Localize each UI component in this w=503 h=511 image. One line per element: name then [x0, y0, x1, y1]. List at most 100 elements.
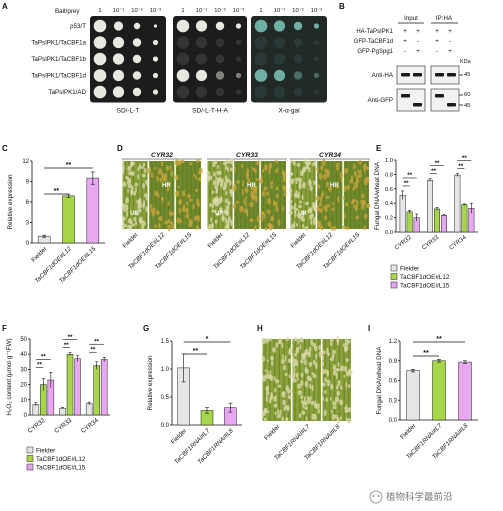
lesion-spot — [264, 417, 267, 422]
leaf-photo — [317, 161, 343, 229]
lesion-spot — [145, 196, 149, 201]
colony-spot — [152, 39, 159, 46]
lesion-spot — [347, 339, 351, 344]
lesion-spot — [293, 353, 297, 357]
lesion-spot — [196, 159, 200, 163]
colony-spot — [153, 24, 158, 28]
lesion-spot — [261, 337, 266, 345]
lesion-spot — [270, 180, 274, 185]
bar — [458, 361, 472, 421]
lesion-spot — [304, 380, 309, 388]
lesion-spot — [321, 369, 326, 375]
blot-input — [396, 65, 426, 85]
lesion-spot — [278, 337, 282, 345]
lesion-spot — [150, 208, 154, 213]
lesion-spot — [298, 183, 301, 191]
lesion-spot — [244, 196, 247, 200]
blot-input — [396, 88, 426, 112]
lesion-spot — [174, 159, 179, 167]
lesion-spot — [123, 208, 127, 213]
lesion-spot — [279, 409, 282, 416]
panel-letter-g: G — [143, 324, 149, 333]
significance-marker: ** — [435, 160, 440, 167]
lesion-spot — [152, 207, 156, 213]
lesion-spot — [192, 204, 195, 210]
lesion-spot — [130, 188, 133, 196]
lesion-spot — [195, 225, 199, 230]
lesion-spot — [347, 418, 351, 424]
lesion-spot — [330, 225, 335, 231]
legend-entry: Fielder — [400, 266, 419, 273]
lesion-spot — [235, 200, 240, 204]
band — [447, 103, 456, 107]
lesion-spot — [283, 187, 287, 192]
plus-minus-sign: + — [448, 28, 452, 35]
lesion-spot — [169, 221, 174, 225]
lesion-spot — [325, 195, 330, 199]
plus-minus-sign: + — [448, 48, 452, 55]
plate-name: SD/-L-T — [117, 108, 140, 115]
lesion-spot — [277, 413, 281, 419]
bait-prey-header: Bait/prey — [55, 8, 80, 15]
colony-spot — [176, 36, 190, 49]
lesion-spot — [349, 179, 354, 184]
lesion-spot — [344, 337, 349, 344]
lesion-spot — [317, 184, 321, 189]
significance-marker: ** — [91, 346, 96, 353]
lesion-spot — [317, 408, 320, 414]
lesion-spot — [290, 159, 293, 163]
lesion-spot — [314, 362, 318, 369]
legend-entry: TaCBF1dOE#L15 — [400, 283, 450, 290]
input-label: Input — [404, 15, 418, 22]
colony-spot — [176, 85, 190, 99]
bait-prey-row: TaPsIPK1/AD — [49, 89, 87, 96]
lesion-spot — [334, 225, 337, 231]
panel-letter-b: B — [339, 2, 345, 11]
colony-spot — [113, 21, 124, 31]
lesion-spot — [298, 412, 302, 419]
lesion-spot — [131, 223, 135, 227]
lesion-spot — [345, 226, 350, 231]
lesion-spot — [266, 209, 271, 214]
lesion-spot — [282, 364, 286, 371]
leaf-vein — [331, 161, 333, 229]
lesion-spot — [219, 207, 223, 212]
significance-marker: ** — [462, 155, 467, 162]
lesion-spot — [302, 181, 306, 189]
panel-letter-e: E — [376, 144, 382, 153]
lesion-spot — [273, 403, 278, 408]
lesion-spot — [361, 193, 365, 199]
lesion-spot — [315, 195, 320, 201]
colony-spot — [313, 56, 320, 62]
bar — [432, 360, 446, 421]
lesion-spot — [212, 179, 217, 186]
race-label: CYR33 — [236, 152, 258, 159]
lesion-spot — [188, 198, 193, 202]
lesion-spot — [182, 190, 186, 197]
kda-label: KDa — [460, 59, 472, 65]
lesion-spot — [323, 215, 328, 220]
leaf-vein — [167, 161, 170, 229]
colony-spot — [235, 56, 242, 62]
leaf-vein — [269, 339, 271, 421]
band — [401, 73, 410, 77]
lesion-spot — [255, 198, 258, 203]
lesion-spot — [345, 416, 348, 421]
colony-spot — [235, 89, 242, 95]
significance-marker: ** — [407, 172, 412, 179]
lesion-spot — [291, 357, 295, 363]
colony-spot — [132, 87, 142, 97]
colony-spot — [273, 69, 286, 82]
lesion-spot — [270, 215, 274, 222]
colony-spot — [313, 23, 320, 29]
lesion-spot — [122, 160, 125, 165]
lesion-spot — [164, 220, 169, 225]
lesion-spot — [299, 395, 304, 399]
lesion-spot — [260, 174, 263, 179]
lesion-spot — [299, 200, 302, 204]
lesion-spot — [283, 406, 286, 412]
leaf-vein — [257, 161, 259, 229]
colony-spot — [93, 85, 107, 99]
lesion-spot — [288, 348, 292, 353]
lesion-spot — [141, 173, 146, 178]
